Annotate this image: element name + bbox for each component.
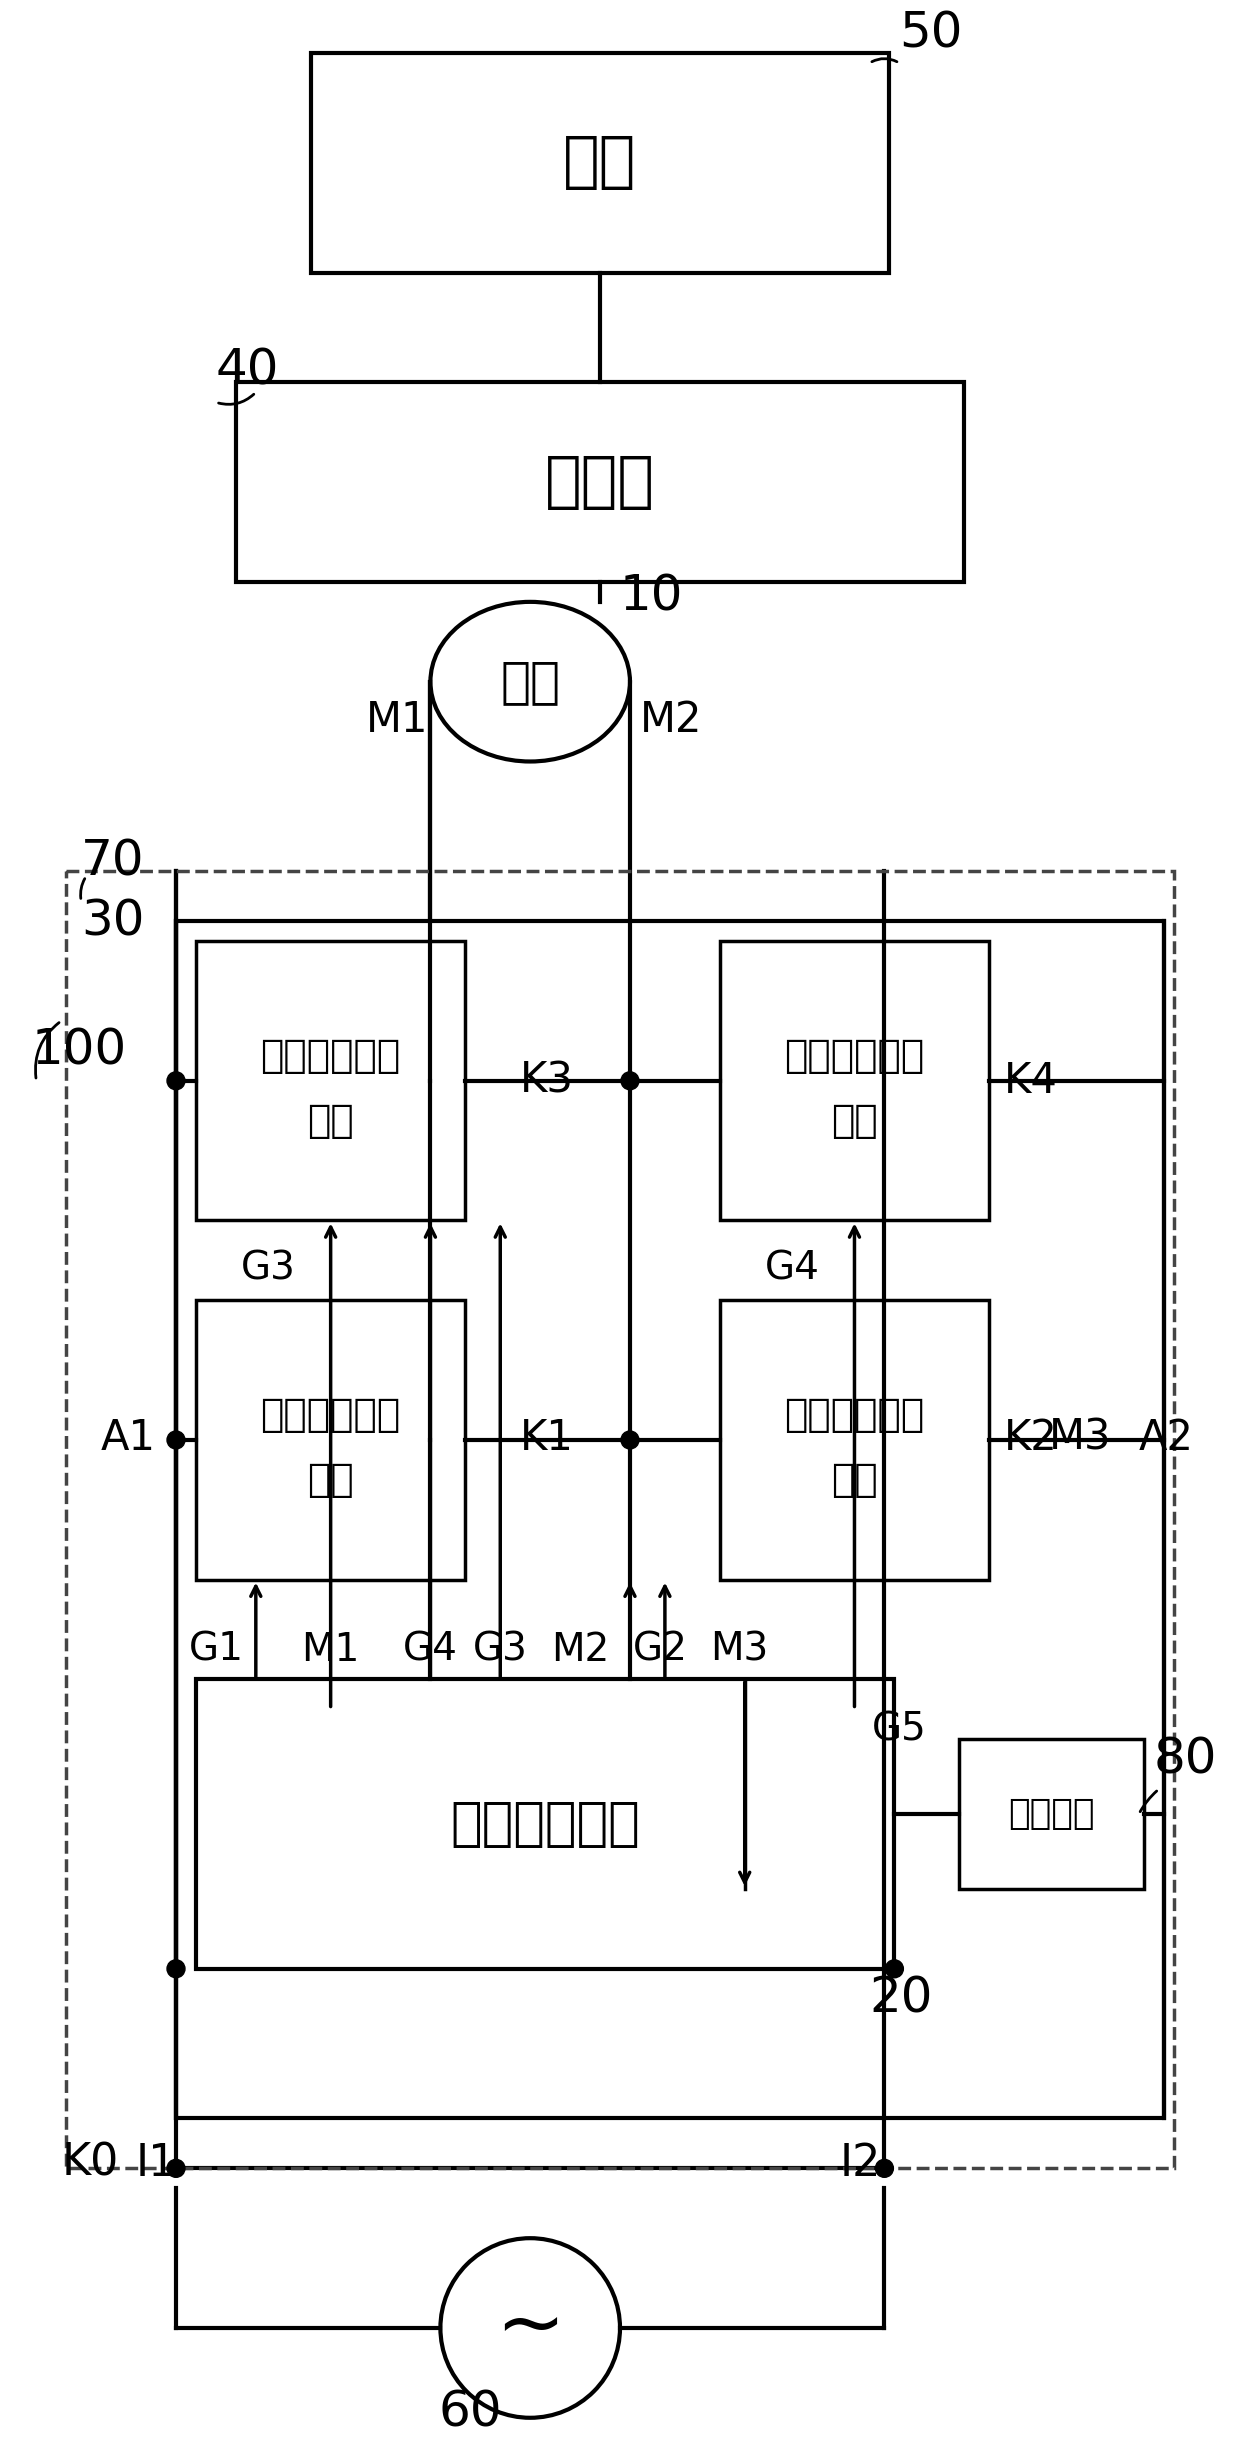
Bar — [960, 1740, 1143, 1889]
Bar — [236, 383, 965, 582]
Text: M1: M1 — [301, 1631, 360, 1668]
Text: I1: I1 — [136, 2143, 177, 2184]
Text: M2: M2 — [640, 698, 702, 740]
Text: 50: 50 — [899, 10, 963, 57]
Circle shape — [167, 1961, 185, 1978]
Circle shape — [621, 1430, 639, 1450]
Text: 第四双向电子: 第四双向电子 — [785, 1037, 925, 1074]
Text: I2: I2 — [839, 2143, 880, 2184]
Bar — [196, 941, 465, 1221]
Circle shape — [885, 1961, 904, 1978]
Text: 40: 40 — [216, 346, 279, 396]
Text: 开关: 开关 — [831, 1101, 878, 1140]
Circle shape — [621, 1071, 639, 1091]
Text: G2: G2 — [632, 1631, 687, 1668]
Circle shape — [167, 2160, 185, 2177]
Text: 斩波电路: 斩波电路 — [1008, 1796, 1095, 1830]
Text: 开关: 开关 — [831, 1462, 878, 1499]
Text: ~: ~ — [495, 2287, 565, 2369]
Text: A2: A2 — [1138, 1418, 1194, 1459]
Text: M3: M3 — [1049, 1418, 1112, 1459]
Text: G3: G3 — [472, 1631, 528, 1668]
Text: K1: K1 — [521, 1418, 574, 1459]
Text: 开关: 开关 — [308, 1101, 355, 1140]
Text: G1: G1 — [188, 1631, 243, 1668]
Bar — [311, 54, 889, 273]
Text: 耦合器: 耦合器 — [546, 452, 655, 511]
Text: G4: G4 — [765, 1248, 820, 1287]
Text: 70: 70 — [81, 838, 145, 885]
Bar — [196, 1300, 465, 1580]
Text: A1: A1 — [100, 1418, 156, 1459]
Circle shape — [167, 1071, 185, 1091]
Circle shape — [875, 2160, 893, 2177]
Text: K0: K0 — [61, 2143, 119, 2184]
Bar — [719, 941, 990, 1221]
Bar — [196, 1681, 894, 1968]
Text: G3: G3 — [242, 1248, 296, 1287]
Text: 第一双向电子: 第一双向电子 — [260, 1396, 401, 1435]
Text: 变频控制电路: 变频控制电路 — [450, 1799, 640, 1850]
Text: M3: M3 — [711, 1631, 769, 1668]
Text: M1: M1 — [366, 698, 429, 740]
Text: M2: M2 — [551, 1631, 609, 1668]
Text: 开关: 开关 — [308, 1462, 355, 1499]
Text: 负载: 负载 — [563, 133, 636, 192]
Text: 30: 30 — [81, 897, 145, 946]
Bar — [719, 1300, 990, 1580]
Text: 电机: 电机 — [500, 658, 560, 705]
Text: G4: G4 — [403, 1631, 458, 1668]
Text: 20: 20 — [869, 1975, 932, 2022]
Text: 第二双向电子: 第二双向电子 — [785, 1396, 925, 1435]
Circle shape — [167, 1430, 185, 1450]
Text: 第三双向电子: 第三双向电子 — [260, 1037, 401, 1074]
Text: 60: 60 — [439, 2388, 502, 2437]
Text: K4: K4 — [1004, 1059, 1058, 1101]
Text: G5: G5 — [872, 1710, 926, 1749]
Bar — [176, 921, 1164, 2118]
Text: 80: 80 — [1153, 1735, 1218, 1784]
Bar — [66, 872, 1174, 2170]
Text: 100: 100 — [31, 1027, 126, 1074]
Text: K3: K3 — [521, 1059, 574, 1101]
Text: 10: 10 — [620, 572, 683, 622]
Text: K2: K2 — [1004, 1418, 1058, 1459]
